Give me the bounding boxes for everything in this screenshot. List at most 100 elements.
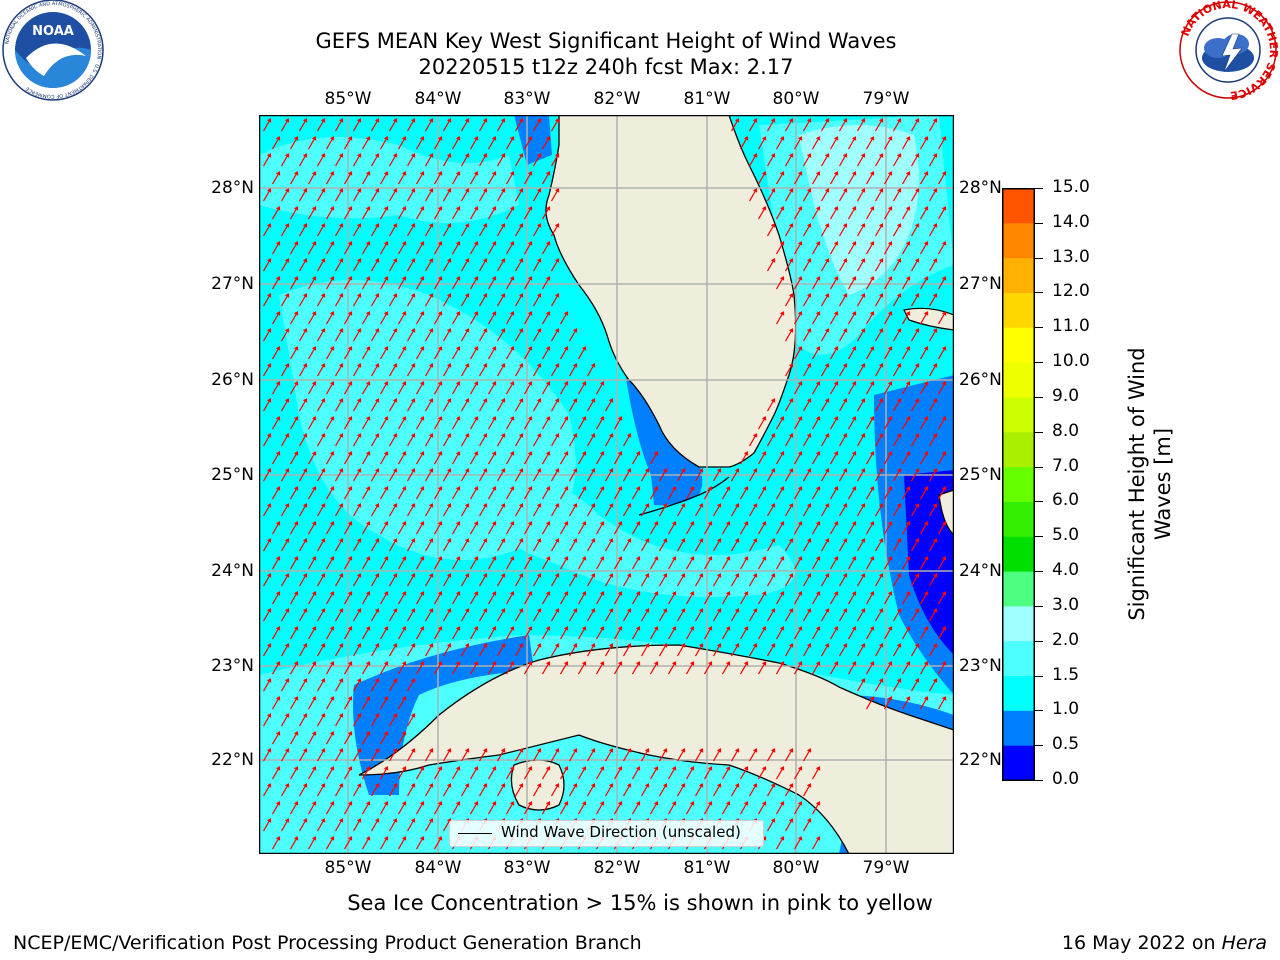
wave-arrow xyxy=(910,468,920,482)
wave-arrow xyxy=(343,346,353,360)
wave-arrow xyxy=(550,118,560,132)
wave-arrow xyxy=(487,626,497,640)
wave-arrow xyxy=(901,416,911,430)
wave-arrow xyxy=(415,276,425,290)
wave-arrow xyxy=(451,346,461,360)
wave-arrow xyxy=(262,713,272,727)
wave-arrow xyxy=(460,293,470,307)
wave-arrow xyxy=(559,556,569,570)
wave-arrow xyxy=(748,503,758,517)
wave-arrow xyxy=(820,573,830,587)
wave-arrow xyxy=(352,258,362,272)
wave-arrow xyxy=(820,153,830,167)
wave-arrow xyxy=(730,608,740,622)
wave-arrow xyxy=(388,328,398,342)
wave-arrow xyxy=(343,731,353,745)
wave-arrow xyxy=(325,346,335,360)
wave-arrow xyxy=(622,783,632,797)
wave-arrow xyxy=(694,643,704,657)
wave-arrow xyxy=(397,416,407,430)
wave-arrow xyxy=(613,591,623,605)
wave-arrow xyxy=(433,346,443,360)
wave-arrow xyxy=(604,538,614,552)
wave-arrow xyxy=(901,486,911,500)
wave-arrow xyxy=(910,608,920,622)
wave-arrow xyxy=(514,363,524,377)
wave-arrow xyxy=(280,223,290,237)
lon-top-84w: 84°W xyxy=(414,89,462,109)
wave-arrow xyxy=(451,591,461,605)
wave-arrow xyxy=(280,188,290,202)
wave-arrow xyxy=(478,153,488,167)
colorbar-tick xyxy=(1035,292,1043,294)
wave-arrow xyxy=(856,188,866,202)
colorbar-tick xyxy=(1035,396,1043,398)
wave-arrow xyxy=(460,433,470,447)
wave-arrow xyxy=(478,468,488,482)
wave-arrow xyxy=(352,783,362,797)
wave-arrow xyxy=(550,748,560,762)
wave-arrow xyxy=(469,521,479,535)
wave-arrow xyxy=(901,171,911,185)
wave-arrow xyxy=(541,591,551,605)
wave-arrow xyxy=(820,118,830,132)
wave-arrow xyxy=(388,748,398,762)
wave-arrow xyxy=(586,608,596,622)
wave-arrow xyxy=(469,136,479,150)
wave-arrow xyxy=(748,118,758,132)
wave-arrow xyxy=(352,398,362,412)
wave-arrow xyxy=(325,556,335,570)
colorbar-title: Significant Height of Wind Waves [m] xyxy=(1124,294,1176,674)
wave-arrow xyxy=(559,591,569,605)
wave-arrow xyxy=(703,626,713,640)
wave-arrow xyxy=(271,241,281,255)
wave-arrow xyxy=(451,241,461,255)
wave-arrow xyxy=(676,608,686,622)
wave-arrow xyxy=(631,521,641,535)
wave-arrow xyxy=(289,451,299,465)
wave-arrow xyxy=(334,818,344,832)
wave-arrow xyxy=(334,538,344,552)
wave-arrow xyxy=(928,678,938,692)
colorbar-segment xyxy=(1002,571,1035,607)
wave-arrow xyxy=(892,363,902,377)
wave-arrow xyxy=(397,591,407,605)
wave-arrow xyxy=(532,363,542,377)
wave-arrow xyxy=(361,451,371,465)
colorbar-label: 8.0 xyxy=(1052,420,1080,441)
wave-arrow xyxy=(352,118,362,132)
wave-arrow xyxy=(379,136,389,150)
wave-arrow xyxy=(802,188,812,202)
wave-arrow xyxy=(541,206,551,220)
wave-arrow xyxy=(505,206,515,220)
wave-arrow xyxy=(316,713,326,727)
wave-arrow xyxy=(343,521,353,535)
wave-arrow xyxy=(316,678,326,692)
wave-arrow xyxy=(388,293,398,307)
wave-arrow xyxy=(577,766,587,780)
wave-arrow xyxy=(820,398,830,412)
wave-arrow xyxy=(595,486,605,500)
wave-arrow xyxy=(766,153,776,167)
wave-arrow xyxy=(766,573,776,587)
wave-arrow xyxy=(829,661,839,675)
wave-arrow xyxy=(307,696,317,710)
wave-arrow xyxy=(316,293,326,307)
lon-top-79w: 79°W xyxy=(862,89,910,109)
wave-arrow xyxy=(586,748,596,762)
wave-arrow xyxy=(424,433,434,447)
wave-arrow xyxy=(667,521,677,535)
sea-ice-note: Sea Ice Concentration > 15% is shown in … xyxy=(347,891,933,915)
wave-arrow xyxy=(568,468,578,482)
wave-arrow xyxy=(820,503,830,517)
wave-arrow xyxy=(667,626,677,640)
wave-arrow xyxy=(793,661,803,675)
wave-arrow xyxy=(334,608,344,622)
wave-arrow xyxy=(865,696,875,710)
wave-arrow xyxy=(802,573,812,587)
wave-arrow xyxy=(388,188,398,202)
wave-arrow xyxy=(640,468,650,482)
wave-arrow xyxy=(496,188,506,202)
wave-arrow xyxy=(910,328,920,342)
wave-arrow xyxy=(676,748,686,762)
